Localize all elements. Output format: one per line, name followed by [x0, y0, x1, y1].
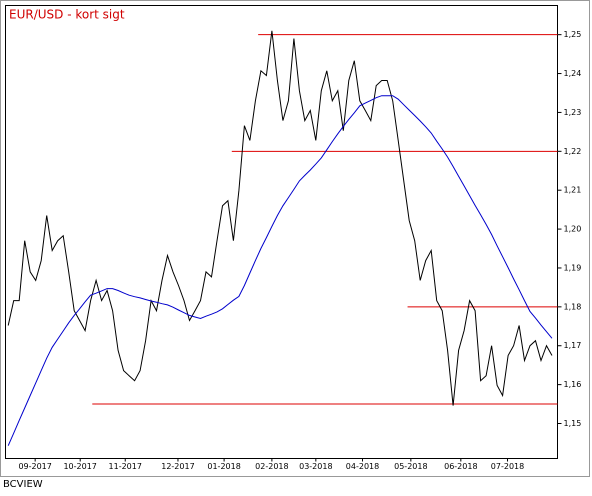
x-tick-label: 03-2018 — [299, 462, 332, 471]
plot-area — [5, 5, 558, 459]
x-tick-label: 04-2018 — [346, 462, 379, 471]
x-tick-label: 10-2017 — [63, 462, 96, 471]
y-tick-label: 1,23 — [564, 108, 582, 117]
y-tick-label: 1,21 — [564, 186, 582, 195]
y-tick-label: 1,15 — [564, 419, 582, 428]
y-tick-label: 1,17 — [564, 341, 582, 350]
series-line — [7, 95, 553, 446]
chart-title: EUR/USD - kort sigt — [9, 8, 125, 22]
series-line — [7, 30, 553, 406]
x-tick-label: 02-2018 — [255, 462, 288, 471]
x-tick-label: 12-2017 — [161, 462, 194, 471]
x-tick-label: 05-2018 — [394, 462, 427, 471]
x-tick-label: 07-2018 — [491, 462, 524, 471]
y-tick-label: 1,16 — [564, 380, 582, 389]
y-tick-label: 1,22 — [564, 147, 582, 156]
y-tick-label: 1,19 — [564, 263, 582, 272]
frame — [0, 0, 590, 477]
y-tick-label: 1,18 — [564, 302, 582, 311]
x-tick-label: 11-2017 — [109, 462, 142, 471]
x-tick-label: 01-2018 — [207, 462, 240, 471]
y-tick-label: 1,24 — [564, 69, 582, 78]
y-tick-label: 1,25 — [564, 30, 582, 39]
y-tick-label: 1,20 — [564, 225, 582, 234]
x-tick-label: 06-2018 — [444, 462, 477, 471]
x-tick-label: 09-2017 — [18, 462, 51, 471]
source: BCVIEW — [3, 479, 43, 490]
